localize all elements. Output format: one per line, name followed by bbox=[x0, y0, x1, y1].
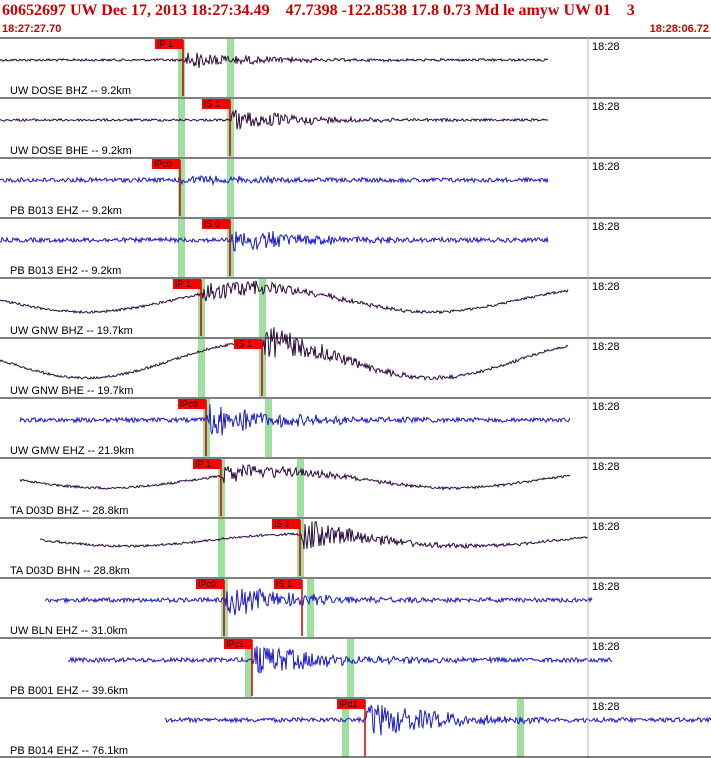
trace-panel: IPc0 PB B013 EHZ -- 9.2km 18:28 bbox=[0, 157, 711, 218]
pick-label: IPc1 bbox=[226, 639, 244, 649]
time-label: 18:28 bbox=[592, 581, 620, 593]
time-label: 18:28 bbox=[592, 281, 620, 293]
time-label: 18:28 bbox=[592, 401, 620, 413]
window-start-time: 18:27:27.70 bbox=[2, 23, 62, 35]
time-label: 18:28 bbox=[592, 461, 620, 473]
waveform bbox=[0, 109, 549, 130]
time-label: 18:28 bbox=[592, 701, 620, 713]
time-label: 18:28 bbox=[592, 521, 620, 533]
phase-window bbox=[307, 579, 314, 637]
phase-window bbox=[178, 219, 185, 277]
phase-window bbox=[178, 159, 185, 217]
trace-panel: IPd1 PB B014 EHZ -- 76.1km 18:28 bbox=[0, 697, 711, 758]
waveform bbox=[44, 587, 593, 616]
station-label: UW GNW BHZ -- 19.7km bbox=[10, 325, 133, 337]
phase-window bbox=[265, 399, 272, 457]
pick-label: IPd1 bbox=[339, 699, 358, 709]
window-end-time: 18:28:06.72 bbox=[649, 23, 709, 35]
pick-box[interactable] bbox=[234, 339, 262, 349]
pick-box[interactable] bbox=[178, 399, 206, 409]
waveform bbox=[67, 646, 613, 675]
trace-panel: IPc0 UW GMW EHZ -- 21.9km 18:28 bbox=[0, 397, 711, 458]
time-label: 18:28 bbox=[592, 101, 620, 113]
pick-label: IP 1 bbox=[175, 279, 191, 289]
phase-window bbox=[227, 159, 234, 217]
waveform bbox=[164, 704, 711, 736]
pick-box[interactable] bbox=[202, 219, 230, 229]
pick-label: IS 1 bbox=[236, 339, 252, 349]
station-label: UW DOSE BHE -- 9.2km bbox=[10, 145, 132, 157]
pick-box[interactable] bbox=[272, 519, 300, 529]
phase-window bbox=[347, 639, 354, 697]
pick-label: IP 1 bbox=[157, 39, 173, 49]
pick-box[interactable] bbox=[155, 39, 183, 49]
trace-panel: IS 0 PB B013 EH2 -- 9.2km 18:28 bbox=[0, 217, 711, 278]
waveform bbox=[19, 463, 571, 491]
time-label: 18:28 bbox=[592, 41, 620, 53]
pick-box[interactable] bbox=[274, 579, 302, 589]
trace-panel: IP 1 UW DOSE BHZ -- 9.2km 18:28 bbox=[0, 37, 711, 98]
event-summary: 60652697 UW Dec 17, 2013 18:27:34.49 47.… bbox=[2, 2, 635, 19]
phase-window bbox=[218, 519, 225, 577]
pick-box[interactable] bbox=[173, 279, 201, 289]
pick-box[interactable] bbox=[337, 699, 365, 709]
station-label: PB B013 EH2 -- 9.2km bbox=[10, 265, 121, 277]
phase-window bbox=[178, 99, 185, 157]
waveform bbox=[39, 521, 589, 550]
pick-label: IPc0 bbox=[180, 399, 198, 409]
station-label: PB B013 EHZ -- 9.2km bbox=[10, 205, 122, 217]
phase-window bbox=[227, 39, 234, 97]
pick-label: IP 1 bbox=[195, 459, 211, 469]
waveform bbox=[0, 280, 569, 315]
pick-box[interactable] bbox=[193, 459, 221, 469]
phase-window bbox=[297, 459, 304, 517]
trace-panel: IS 1 TA D03D BHN -- 28.8km 18:28 bbox=[0, 517, 711, 578]
trace-panel: IS 1 UW DOSE BHE -- 9.2km 18:28 bbox=[0, 97, 711, 158]
station-label: UW BLN EHZ -- 31.0km bbox=[10, 625, 127, 637]
station-label: TA D03D BHN -- 28.8km bbox=[10, 565, 130, 577]
pick-label: IS 0 bbox=[204, 219, 220, 229]
station-label: PB B001 EHZ -- 39.6km bbox=[10, 685, 128, 697]
pick-box[interactable] bbox=[202, 99, 230, 109]
phase-window bbox=[517, 699, 524, 757]
pick-box[interactable] bbox=[196, 579, 224, 589]
station-label: UW GNW BHE -- 19.7km bbox=[10, 385, 133, 397]
station-label: TA D03D BHZ -- 28.8km bbox=[10, 505, 128, 517]
trace-panel: IPc1 PB B001 EHZ -- 39.6km 18:28 bbox=[0, 637, 711, 698]
time-label: 18:28 bbox=[592, 221, 620, 233]
time-label: 18:28 bbox=[592, 641, 620, 653]
pick-label: IS 1 bbox=[276, 579, 292, 589]
waveform bbox=[0, 174, 549, 187]
pick-label: IS 1 bbox=[204, 99, 220, 109]
waveform bbox=[0, 327, 569, 381]
waveform bbox=[0, 231, 549, 252]
pick-label: IPc0 bbox=[154, 159, 172, 169]
station-label: UW GMW EHZ -- 21.9km bbox=[10, 445, 134, 457]
station-label: PB B014 EHZ -- 76.1km bbox=[10, 745, 128, 757]
phase-window bbox=[245, 639, 252, 697]
phase-window bbox=[342, 699, 349, 757]
pick-label: IPc0 bbox=[198, 579, 216, 589]
trace-panel: IS 1 UW GNW BHE -- 19.7km 18:28 bbox=[0, 327, 711, 398]
trace-panel: IPc0 IS 1 UW BLN EHZ -- 31.0km 18:28 bbox=[0, 577, 711, 638]
phase-window bbox=[198, 339, 205, 397]
station-label: UW DOSE BHZ -- 9.2km bbox=[10, 85, 131, 97]
time-label: 18:28 bbox=[592, 161, 620, 173]
pick-box[interactable] bbox=[152, 159, 180, 169]
phase-window bbox=[178, 39, 185, 97]
pick-box[interactable] bbox=[224, 639, 252, 649]
event-header: 60652697 UW Dec 17, 2013 18:27:34.49 47.… bbox=[0, 0, 711, 38]
trace-panel: IP 1 TA D03D BHZ -- 28.8km 18:28 bbox=[0, 457, 711, 518]
waveform bbox=[0, 52, 549, 68]
pick-label: IS 1 bbox=[274, 519, 290, 529]
trace-panel: IP 1 UW GNW BHZ -- 19.7km 18:28 bbox=[0, 277, 711, 338]
waveform bbox=[19, 404, 571, 436]
time-label: 18:28 bbox=[592, 341, 620, 353]
phase-window bbox=[259, 279, 266, 337]
